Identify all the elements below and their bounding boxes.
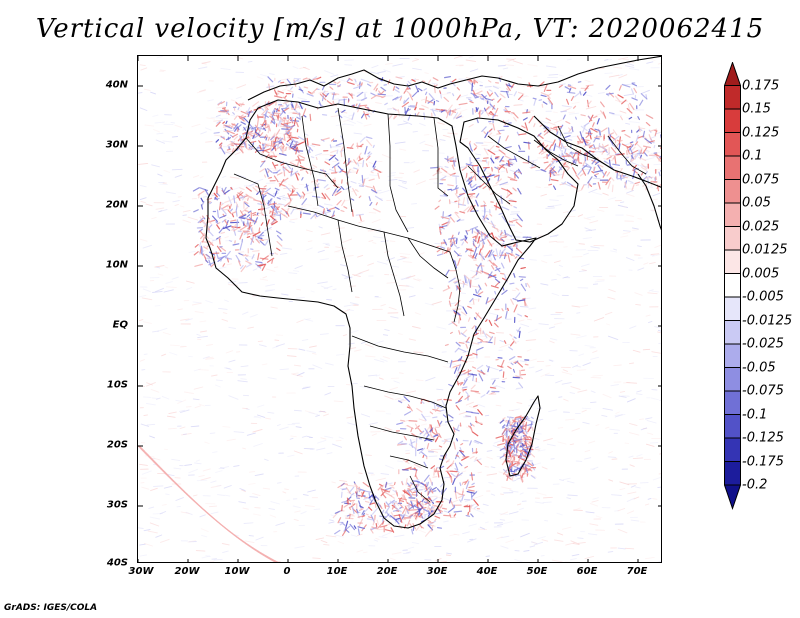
colorbar-label: -0.2	[742, 477, 768, 493]
colorbar	[724, 62, 741, 511]
africa-coastline	[205, 99, 537, 529]
lon-label: 10E	[326, 566, 348, 577]
lat-label: 30N	[105, 139, 128, 151]
colorbar-box	[724, 85, 741, 110]
colorbar-label: 0.005	[742, 266, 780, 281]
colorbar-label: -0.175	[742, 454, 784, 469]
colorbar-box	[724, 437, 741, 462]
india-coastline	[637, 173, 661, 231]
lat-label: 40N	[105, 79, 128, 91]
colorbar-box	[724, 414, 741, 439]
colorbar-box	[724, 343, 741, 368]
colorbar-label: -0.1	[742, 407, 768, 422]
lat-label: 10N	[105, 259, 128, 271]
colorbar-box	[724, 484, 741, 511]
colorbar-label: -0.125	[742, 430, 784, 446]
colorbar-label: 0.05	[742, 195, 771, 211]
colorbar-label: -0.0125	[742, 313, 793, 328]
colorbar-box	[724, 202, 741, 227]
lon-label: 20E	[376, 566, 398, 577]
colorbar-label: -0.005	[742, 289, 784, 305]
lon-label: 30W	[128, 566, 154, 577]
colorbar-label: -0.05	[742, 360, 776, 375]
lon-label: 40E	[476, 566, 498, 577]
europe-coastline	[247, 56, 661, 101]
colorbar-box	[724, 155, 741, 180]
lat-label: 20S	[106, 439, 128, 451]
colorbar-box	[724, 249, 741, 274]
lat-label: EQ	[112, 319, 128, 331]
colorbar-box	[724, 179, 741, 204]
colorbar-label: -0.025	[742, 336, 784, 352]
colorbar-label: 0.175	[742, 78, 780, 93]
colorbar-label: 0.15	[742, 101, 771, 117]
lon-label: 20W	[174, 566, 200, 577]
country-borders	[233, 107, 647, 503]
colorbar-label: 0.0125	[742, 242, 788, 258]
lat-label: 20N	[105, 199, 128, 211]
colorbar-box	[724, 461, 741, 486]
colorbar-box	[724, 273, 741, 298]
colorbar-box	[724, 226, 741, 251]
madagascar-coastline	[505, 395, 541, 477]
arabia-coastline	[459, 117, 579, 243]
lon-label: 50E	[526, 566, 548, 577]
colorbar-label: 0.075	[742, 172, 780, 187]
lon-label: 30E	[426, 566, 448, 577]
axis-ticks	[138, 56, 661, 562]
chart-title: Vertical velocity [m/s] at 1000hPa, VT: …	[35, 14, 765, 44]
colorbar-label: -0.075	[742, 383, 784, 399]
colorbar-box	[724, 108, 741, 133]
colorbar-box	[724, 132, 741, 157]
colorbar-label: 0.025	[742, 219, 780, 234]
lon-label: 10W	[224, 566, 250, 577]
vertical-velocity-field	[138, 56, 661, 562]
grads-credit: GrADS: IGES/COLA	[4, 603, 98, 613]
lat-label: 30S	[106, 499, 128, 511]
colorbar-box	[724, 296, 741, 321]
map-panel	[137, 55, 662, 563]
colorbar-label: 0.1	[742, 148, 763, 164]
colorbar-box	[724, 390, 741, 415]
colorbar-box	[724, 367, 741, 392]
lon-label: 70E	[626, 566, 648, 577]
lon-label: 0	[283, 566, 291, 577]
map-svg	[138, 56, 661, 562]
colorbar-box	[724, 62, 741, 86]
lat-label: 40S	[106, 557, 128, 569]
coastlines	[205, 56, 661, 529]
lon-label: 60E	[576, 566, 598, 577]
colorbar-box	[724, 320, 741, 345]
colorbar-label: 0.125	[742, 125, 780, 140]
lat-label: 10S	[106, 379, 128, 391]
